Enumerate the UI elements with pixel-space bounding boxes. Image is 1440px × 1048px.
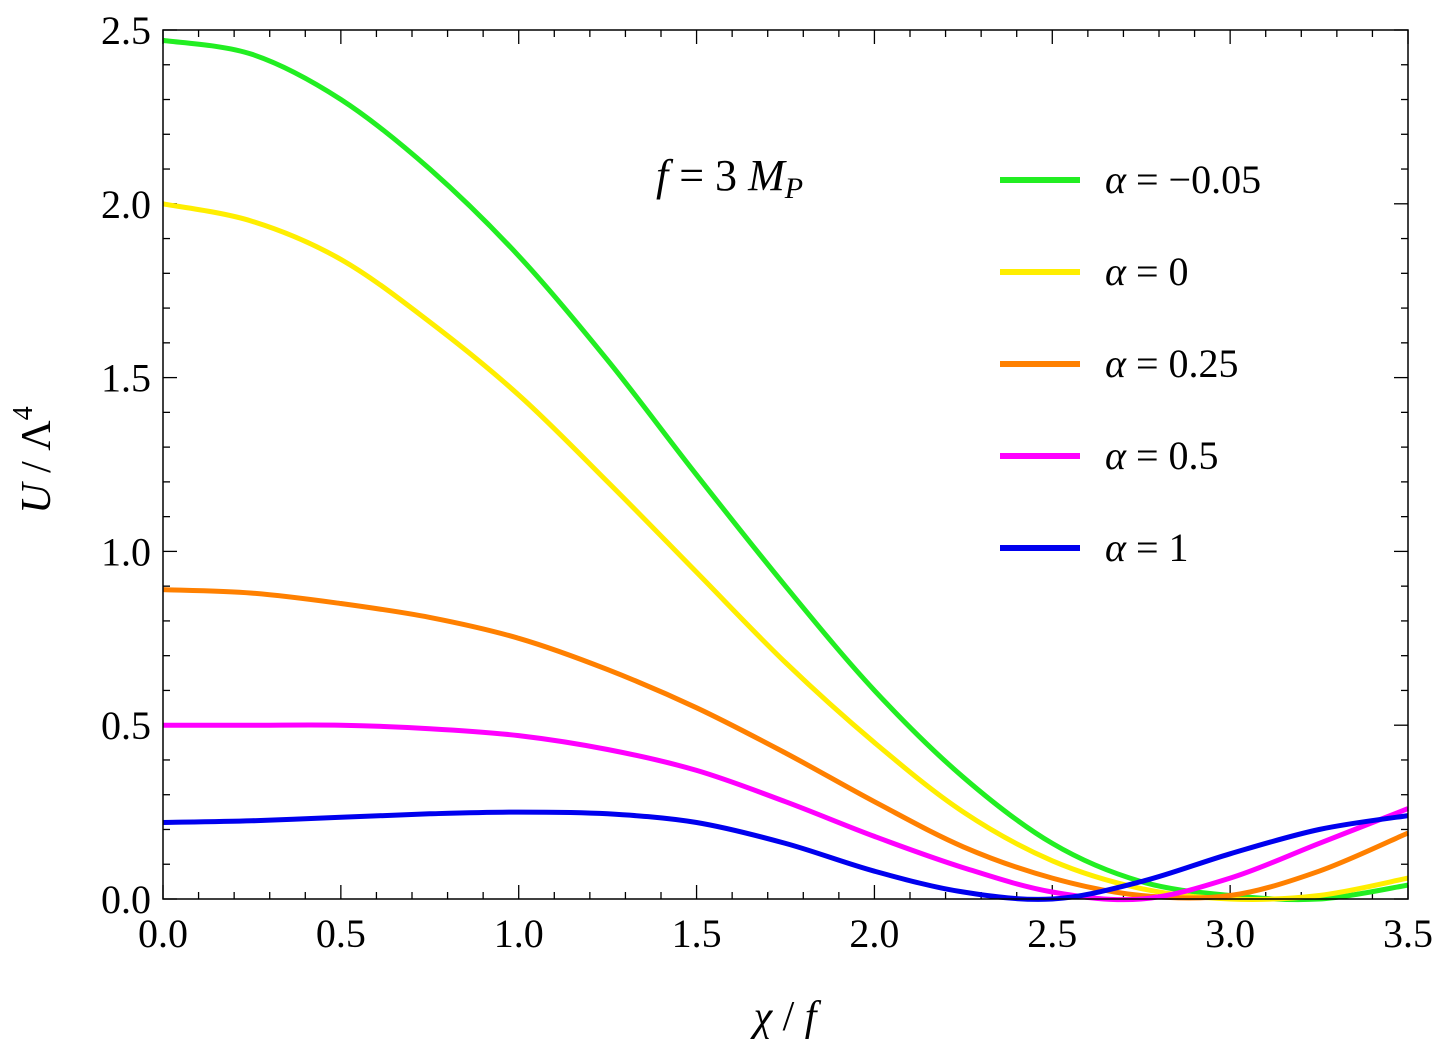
x-tick-label: 2.0 <box>849 911 899 956</box>
y-axis-label-var: U <box>14 481 60 514</box>
y-tick-label: 1.5 <box>101 356 151 401</box>
legend: α = −0.05 α = 0 α = 0.25 α = 0.5 α = 1 <box>1000 157 1261 570</box>
x-axis-label-sep: / <box>772 994 805 1040</box>
series-layer <box>162 37 1409 903</box>
x-axis-label: χ / f <box>750 994 822 1040</box>
x-tick-label: 2.5 <box>1027 911 1077 956</box>
x-tick-label: 3.0 <box>1205 911 1255 956</box>
y-tick-label: 2.0 <box>101 182 151 227</box>
plot-frame <box>162 29 1409 900</box>
series-line-0 <box>162 37 1409 903</box>
y-tick-label: 0.0 <box>101 877 151 922</box>
y-tick-label: 2.5 <box>101 8 151 53</box>
legend-label-1: α = 0 <box>1105 249 1189 294</box>
series-line-4 <box>162 809 1409 902</box>
series-line-2 <box>162 587 1409 901</box>
y-axis-label-sup: 4 <box>8 406 39 420</box>
y-axis-label: U / Λ4 <box>8 406 60 513</box>
x-tick-label: 3.5 <box>1383 911 1433 956</box>
y-axis-label-denom: Λ <box>14 420 60 451</box>
y-axis-label-sep: / <box>14 451 60 484</box>
legend-label-3: α = 0.5 <box>1105 433 1219 478</box>
x-tick-label: 1.5 <box>672 911 722 956</box>
series-line-3 <box>163 722 1409 903</box>
series-line-1 <box>162 201 1409 902</box>
x-tick-label: 1.0 <box>494 911 544 956</box>
legend-label-2: α = 0.25 <box>1105 341 1239 386</box>
y-tick-label: 0.5 <box>101 703 151 748</box>
annotation-text: f = 3 MP <box>656 151 803 205</box>
x-axis-label-denom: f <box>805 994 822 1040</box>
x-tick-label: 0.0 <box>138 911 188 956</box>
legend-label-0: α = −0.05 <box>1105 157 1261 202</box>
y-tick-label: 1.0 <box>101 529 151 574</box>
x-tick-label: 0.5 <box>316 911 366 956</box>
annotation-sub: P <box>784 172 803 205</box>
x-axis-label-var: χ <box>750 994 774 1040</box>
annotation-var: M <box>747 151 787 200</box>
tick-labels-layer: 0.0 0.5 1.0 1.5 2.0 2.5 3.0 3.5 0.0 0.5 1.0 1.5 2.0 2… <box>101 8 1433 956</box>
annotation-eq: = 3 <box>668 151 748 200</box>
legend-label-4: α = 1 <box>1105 525 1189 570</box>
